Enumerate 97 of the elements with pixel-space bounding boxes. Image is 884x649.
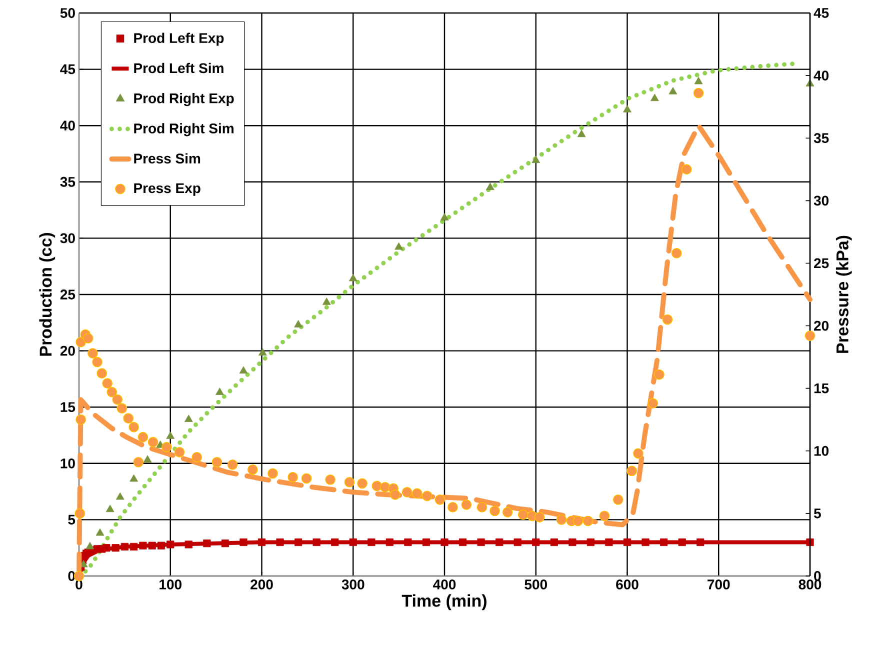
y2-tick-label: 10 [814, 446, 829, 456]
point [166, 432, 175, 439]
point [294, 538, 302, 546]
y-tick-label: 30 [60, 233, 75, 244]
point [477, 538, 485, 546]
point [458, 538, 467, 546]
x-tick-label: 700 [708, 580, 730, 590]
point [532, 538, 540, 546]
x-tick-label: 400 [433, 580, 456, 590]
y2-tick-label: 40 [814, 70, 829, 81]
point [239, 366, 248, 374]
point [440, 538, 448, 546]
point [331, 538, 339, 546]
point [258, 538, 266, 546]
y-tick-label: 45 [60, 64, 76, 74]
point [157, 542, 166, 550]
point [440, 213, 449, 220]
point [348, 274, 358, 282]
point [660, 538, 668, 546]
y-axis-title: Production (cc) [39, 233, 56, 356]
point [86, 542, 94, 550]
point [394, 242, 403, 250]
legend-label: Press Sim [134, 153, 200, 164]
point [276, 538, 284, 546]
point [139, 542, 147, 550]
y2-tick-label: 30 [814, 196, 829, 206]
y-tick-label: 10 [60, 458, 75, 468]
point [221, 540, 229, 548]
point [143, 455, 152, 463]
point [203, 540, 211, 548]
y2-tick-label: 45 [814, 8, 829, 18]
point [496, 538, 504, 546]
point [130, 542, 138, 551]
point [404, 538, 412, 546]
point [184, 540, 192, 548]
point [368, 538, 376, 546]
legend-label: Press Exp [134, 183, 200, 196]
x-tick-label: 500 [524, 580, 547, 590]
point [694, 76, 703, 84]
legend-label: Prod Right Exp [134, 92, 234, 106]
x-axis-title: Time (min) [402, 594, 486, 610]
point [586, 538, 595, 546]
point [116, 492, 124, 500]
point [668, 87, 678, 94]
point [216, 388, 224, 395]
point [258, 348, 267, 356]
point [322, 298, 331, 305]
x-tick-label: 600 [616, 580, 638, 590]
point [166, 540, 174, 548]
point [106, 504, 114, 512]
y-tick-label: 50 [60, 8, 75, 18]
y2-tick-label: 20 [814, 320, 829, 331]
point [112, 544, 120, 552]
point [422, 538, 430, 546]
x-tick-label: 800 [798, 580, 822, 590]
legend-label: Prod Right Sim [134, 123, 234, 136]
point [696, 538, 704, 546]
point [312, 538, 320, 546]
point [96, 528, 104, 536]
x-tick-label: 100 [160, 580, 182, 590]
x-tick-label: 200 [250, 580, 273, 590]
x-tick-label: 300 [342, 580, 364, 590]
point [568, 538, 576, 546]
y-tick-label: 25 [60, 290, 76, 300]
y-tick-label: 5 [68, 514, 76, 525]
point [486, 182, 494, 190]
point [623, 538, 632, 546]
point [386, 538, 394, 546]
point [678, 538, 686, 546]
point [130, 474, 138, 482]
point [514, 538, 522, 546]
point [806, 538, 814, 546]
y-tick-label: 20 [60, 346, 75, 356]
point [532, 156, 540, 164]
y2-tick-label: 25 [814, 258, 829, 268]
legend-label: Prod Left Exp [134, 32, 224, 46]
point [240, 538, 248, 546]
point [642, 538, 650, 546]
point [349, 538, 357, 546]
legend-label: Prod Left Sim [134, 62, 224, 74]
point [184, 414, 193, 422]
point [294, 320, 302, 328]
point [120, 542, 128, 551]
point [577, 130, 586, 138]
y2-tick-label: 5 [814, 508, 821, 518]
y2-tick-label: 35 [814, 133, 829, 144]
y-tick-label: 35 [60, 176, 76, 187]
point [650, 94, 659, 102]
y-tick-label: 40 [60, 120, 75, 131]
point [102, 544, 110, 552]
point [605, 538, 613, 546]
point [148, 542, 156, 550]
point [550, 538, 558, 546]
y-tick-label: 15 [60, 402, 76, 412]
y2-axis-title: Pressure (kPa) [836, 236, 852, 353]
y2-tick-label: 15 [814, 383, 829, 394]
point [623, 105, 632, 112]
